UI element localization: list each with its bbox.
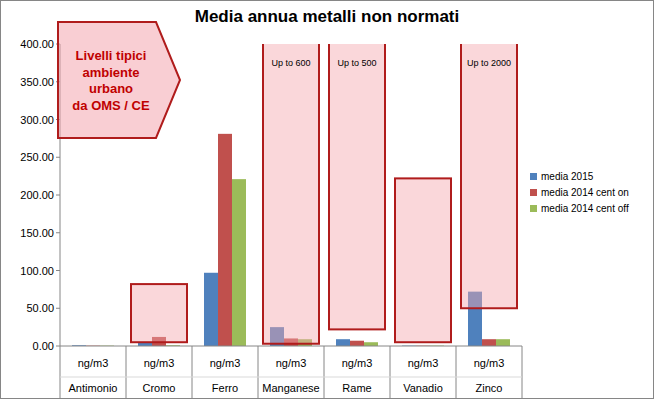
y-tick-label: 250.00 [20,151,54,163]
y-tick [56,232,60,233]
bar [336,339,350,346]
y-tick [56,195,60,196]
category-separator [258,346,259,399]
x-tick-label: Vanadio [403,382,443,394]
category-unit: ng/m3 [342,357,373,369]
category-unit: ng/m3 [276,357,307,369]
chart-svg: Media annua metalli non normati 0.00 50.00… [0,0,654,399]
y-tick-label: 400.00 [20,38,54,50]
legend-label: media 2014 cent on [541,187,629,198]
x-tick-label: Zinco [476,382,503,394]
legend-swatch [530,189,537,196]
y-tick [56,308,60,309]
bar [204,273,218,346]
chart-container: Media annua metalli non normati 0.00 50.00… [0,0,654,399]
category-separator [456,346,457,399]
category-row-separator [60,377,522,378]
x-axis-line [60,346,522,347]
bar [350,341,364,346]
category-unit: ng/m3 [474,357,505,369]
category-separator [126,346,127,399]
annotation-text: ambiente [82,65,139,80]
bar [364,342,378,346]
legend-label: media 2014 cent off [541,203,629,214]
legend-label: media 2015 [541,171,594,182]
typical-range-box [395,178,451,342]
bar [496,339,510,346]
annotation-text: da OMS / CE [72,98,150,113]
category-separator [522,346,523,399]
y-tick-label: 350.00 [20,76,54,88]
category-unit: ng/m3 [408,357,439,369]
y-tick-label: 50.00 [26,302,54,314]
category-unit: ng/m3 [144,357,175,369]
y-tick [56,157,60,158]
category-separator [324,346,325,399]
range-label: Up to 500 [337,58,376,68]
x-tick-label: Ferro [212,382,238,394]
range-label: Up to 2000 [467,58,511,68]
typical-range-box [131,284,187,342]
category-unit: ng/m3 [78,357,109,369]
category-separator [60,346,61,399]
y-tick-label: 100.00 [20,265,54,277]
category-separator [192,346,193,399]
chart-frame [1,1,654,399]
x-tick-label: Rame [342,382,371,394]
y-tick-label: 150.00 [20,227,54,239]
typical-range-box [329,44,385,329]
background [0,0,654,399]
bar [232,179,246,346]
y-tick-label: 200.00 [20,189,54,201]
category-separator [390,346,391,399]
typical-range-box [461,44,517,308]
y-tick-label: 300.00 [20,114,54,126]
y-tick-label: 0.00 [33,340,54,352]
annotation-text: urbano [89,81,133,96]
x-tick-label: Antimonio [69,382,118,394]
y-tick [56,270,60,271]
annotation-text: Livelli tipici [76,48,147,63]
legend-swatch [530,173,537,180]
bar [482,339,496,346]
category-unit: ng/m3 [210,357,241,369]
title: Media annua metalli non normati [195,7,459,26]
x-tick-label: Cromo [142,382,175,394]
typical-range-box [263,44,319,344]
x-tick-label: Manganese [262,382,320,394]
legend-swatch [530,205,537,212]
bar [218,134,232,346]
range-label: Up to 600 [271,58,310,68]
y-tick [56,346,60,347]
annotation-box [58,22,180,138]
